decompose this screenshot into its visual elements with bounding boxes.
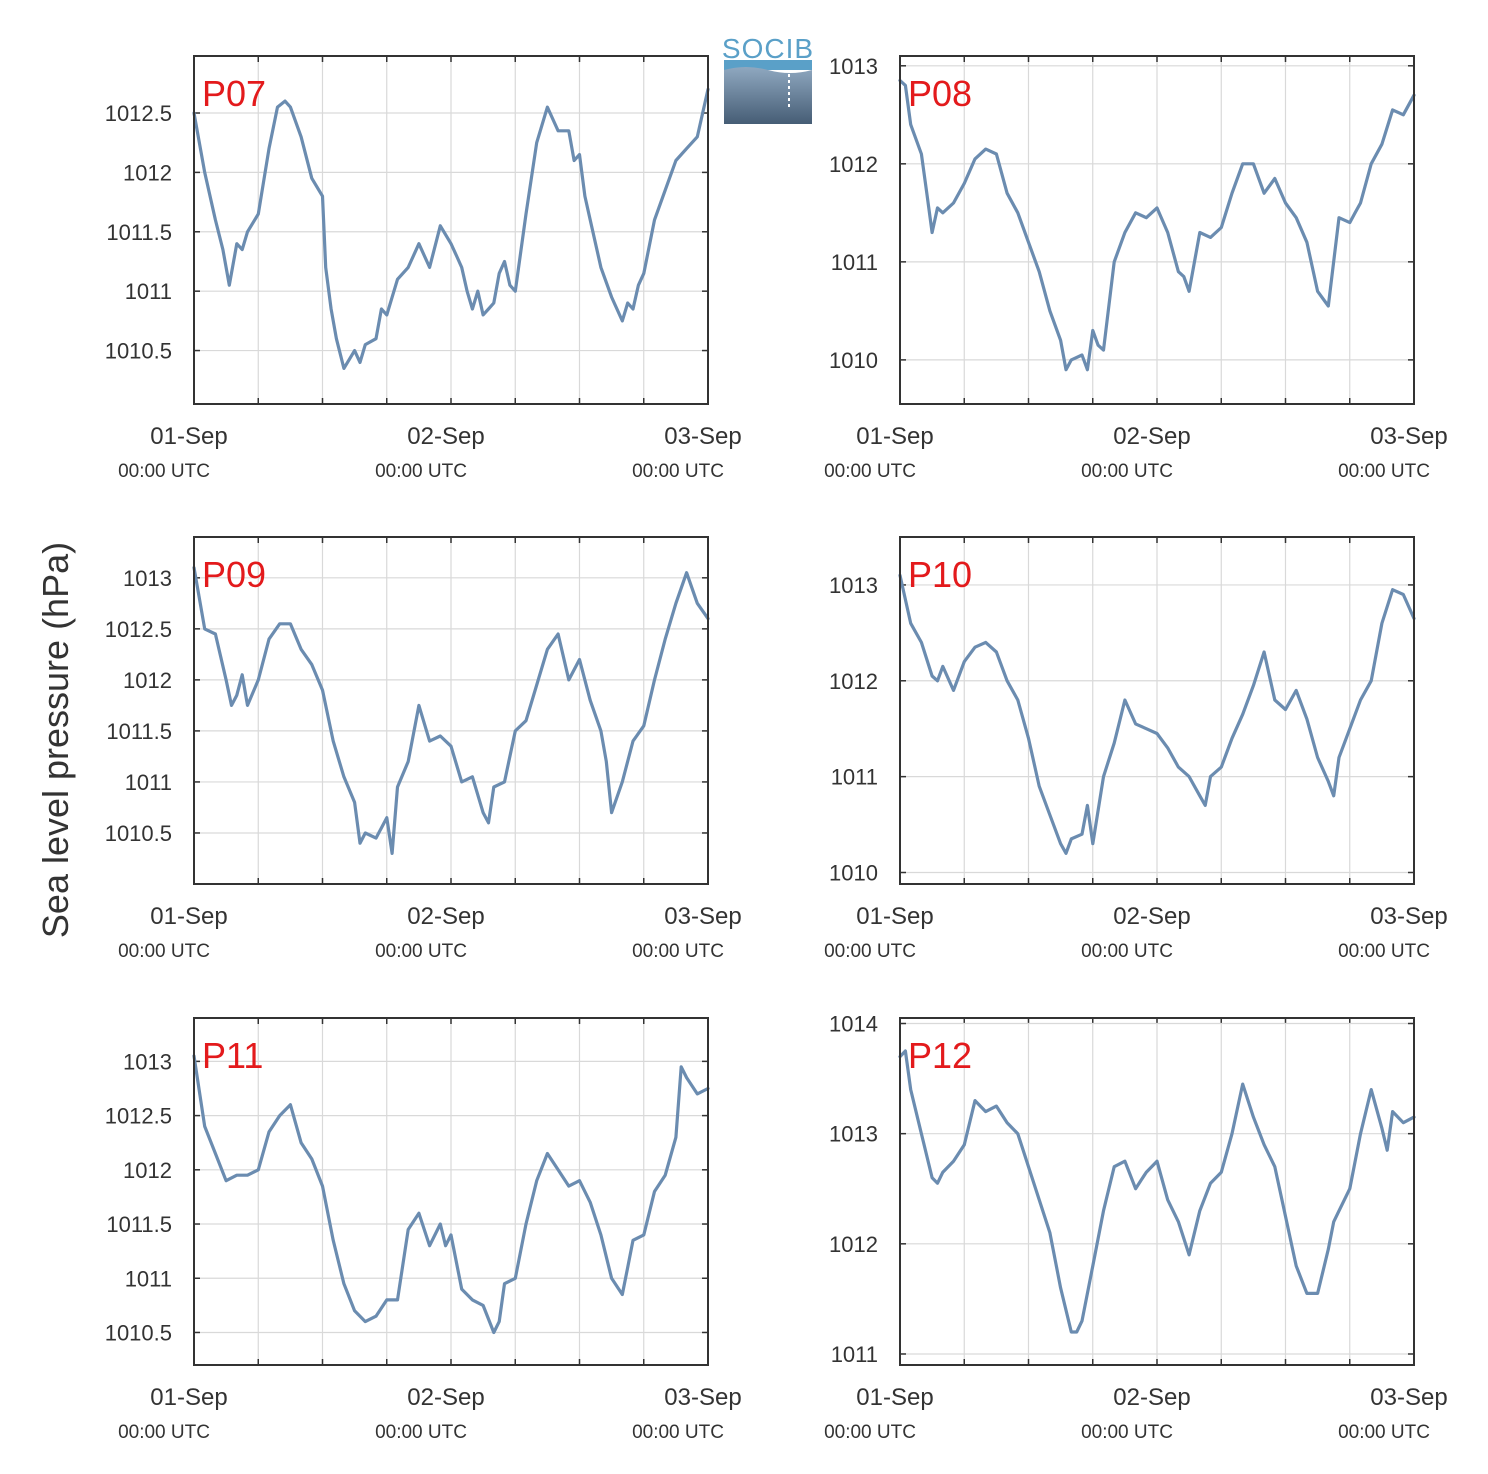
panel-p11: 1010.5 1011 1011.5 1012 1012.5 1013 01-Sep 00:0… <box>105 1017 742 1443</box>
x-tick-sublabel: 00:00 UTC <box>1338 461 1430 482</box>
y-tick-label: 1011 <box>831 250 878 275</box>
x-tick-sublabel: 00:00 UTC <box>824 1422 916 1443</box>
x-tick-sublabel: 00:00 UTC <box>1338 1422 1430 1443</box>
socib-logo: SOCIB <box>722 33 814 124</box>
y-tick-label: 1011 <box>125 279 172 304</box>
plot-frame <box>193 536 709 885</box>
y-tick-label: 1012 <box>829 669 878 694</box>
x-tick-sublabel: 00:00 UTC <box>375 1422 467 1443</box>
x-tick-sublabel: 00:00 UTC <box>1081 941 1173 962</box>
y-tick-label: 1013 <box>123 1049 172 1074</box>
y-tick-label: 1010.5 <box>105 339 172 364</box>
plot-frame <box>193 1017 709 1366</box>
panel-label: P12 <box>908 1035 972 1076</box>
x-tick-label: 01-Sep <box>150 423 227 450</box>
panel-p08: 1010 1011 1012 1013 01-Sep 00:00 UTC 02-Sep 00:… <box>824 54 1448 482</box>
panel-label: P10 <box>908 554 972 595</box>
panels-grid: 1010.5 1011 1011.5 1012 1012.5 01-Sep 00:00 UT… <box>105 54 1448 1443</box>
y-tick-label: 1011.5 <box>106 220 172 245</box>
x-tick-label: 02-Sep <box>407 903 484 930</box>
x-tick-sublabel: 00:00 UTC <box>375 941 467 962</box>
x-tick-sublabel: 00:00 UTC <box>1338 941 1430 962</box>
x-tick-label: 03-Sep <box>1370 903 1447 930</box>
x-tick-sublabel: 00:00 UTC <box>632 461 724 482</box>
panel-label: P11 <box>202 1035 263 1076</box>
panel-p10: 1010 1011 1012 1013 01-Sep 00:00 UTC 02-Sep 00:… <box>824 536 1448 962</box>
y-axis-label: Sea level pressure (hPa) <box>35 542 76 938</box>
x-tick-label: 01-Sep <box>856 423 933 450</box>
y-tick-label: 1010 <box>829 348 878 373</box>
x-tick-sublabel: 00:00 UTC <box>118 1422 210 1443</box>
plot-frame <box>899 536 1415 885</box>
pressure-line <box>898 1049 1416 1334</box>
panel-label: P08 <box>908 73 972 114</box>
y-tick-label: 1011 <box>125 770 172 795</box>
y-tick-label: 1012.5 <box>105 101 172 126</box>
x-tick-label: 02-Sep <box>1113 423 1190 450</box>
logo-text: SOCIB <box>722 33 814 64</box>
panel-p07: 1010.5 1011 1011.5 1012 1012.5 01-Sep 00:00 UT… <box>105 55 742 482</box>
y-tick-label: 1011 <box>125 1266 172 1291</box>
plot-frame <box>899 1017 1415 1366</box>
x-tick-label: 01-Sep <box>856 1384 933 1411</box>
x-tick-sublabel: 00:00 UTC <box>118 941 210 962</box>
x-tick-label: 03-Sep <box>1370 1384 1447 1411</box>
pressure-line <box>898 573 1416 855</box>
x-tick-sublabel: 00:00 UTC <box>632 941 724 962</box>
x-tick-sublabel: 00:00 UTC <box>824 941 916 962</box>
x-tick-label: 01-Sep <box>856 903 933 930</box>
y-tick-label: 1010.5 <box>105 821 172 846</box>
y-tick-label: 1011.5 <box>106 1212 172 1237</box>
pressure-line <box>192 566 710 855</box>
y-tick-label: 1013 <box>829 573 878 598</box>
y-tick-label: 1012 <box>123 160 172 185</box>
y-tick-label: 1012 <box>123 668 172 693</box>
y-tick-label: 1012 <box>829 152 878 177</box>
x-tick-label: 03-Sep <box>664 423 741 450</box>
panel-label: P07 <box>202 73 266 114</box>
y-tick-label: 1012 <box>123 1158 172 1183</box>
panel-p09: 1010.5 1011 1011.5 1012 1012.5 1013 01-Sep 00:0… <box>105 536 742 962</box>
panel-p12: 1011 1012 1013 1014 01-Sep 00:00 UTC 02-Sep 00:… <box>824 1012 1448 1443</box>
pressure-line <box>192 1054 710 1335</box>
x-tick-sublabel: 00:00 UTC <box>375 461 467 482</box>
x-tick-sublabel: 00:00 UTC <box>632 1422 724 1443</box>
x-tick-sublabel: 00:00 UTC <box>118 461 210 482</box>
x-tick-label: 01-Sep <box>150 1384 227 1411</box>
plot-frame <box>193 55 709 405</box>
y-tick-label: 1012.5 <box>105 617 172 642</box>
x-tick-label: 02-Sep <box>1113 1384 1190 1411</box>
x-tick-label: 03-Sep <box>664 903 741 930</box>
x-tick-label: 02-Sep <box>1113 903 1190 930</box>
panel-label: P09 <box>202 554 266 595</box>
x-tick-label: 02-Sep <box>407 1384 484 1411</box>
y-tick-label: 1010.5 <box>105 1320 172 1345</box>
y-tick-label: 1012 <box>829 1232 878 1257</box>
y-tick-label: 1011 <box>831 765 878 790</box>
logo-wave-band <box>724 60 812 70</box>
y-tick-label: 1013 <box>829 54 878 79</box>
logo-sea-shape <box>724 67 812 124</box>
y-tick-label: 1011.5 <box>106 719 172 744</box>
y-tick-label: 1010 <box>829 860 878 885</box>
x-tick-sublabel: 00:00 UTC <box>824 461 916 482</box>
y-tick-label: 1013 <box>123 566 172 591</box>
x-tick-sublabel: 00:00 UTC <box>1081 1422 1173 1443</box>
x-tick-label: 03-Sep <box>1370 423 1447 450</box>
plot-frame <box>899 55 1415 405</box>
y-tick-label: 1011 <box>831 1342 878 1367</box>
y-tick-label: 1013 <box>829 1122 878 1147</box>
x-tick-label: 02-Sep <box>407 423 484 450</box>
pressure-line <box>898 78 1416 372</box>
y-tick-label: 1012.5 <box>105 1104 172 1129</box>
pressure-line <box>192 87 710 370</box>
x-tick-sublabel: 00:00 UTC <box>1081 461 1173 482</box>
y-tick-label: 1014 <box>829 1012 878 1037</box>
x-tick-label: 03-Sep <box>664 1384 741 1411</box>
x-tick-label: 01-Sep <box>150 903 227 930</box>
